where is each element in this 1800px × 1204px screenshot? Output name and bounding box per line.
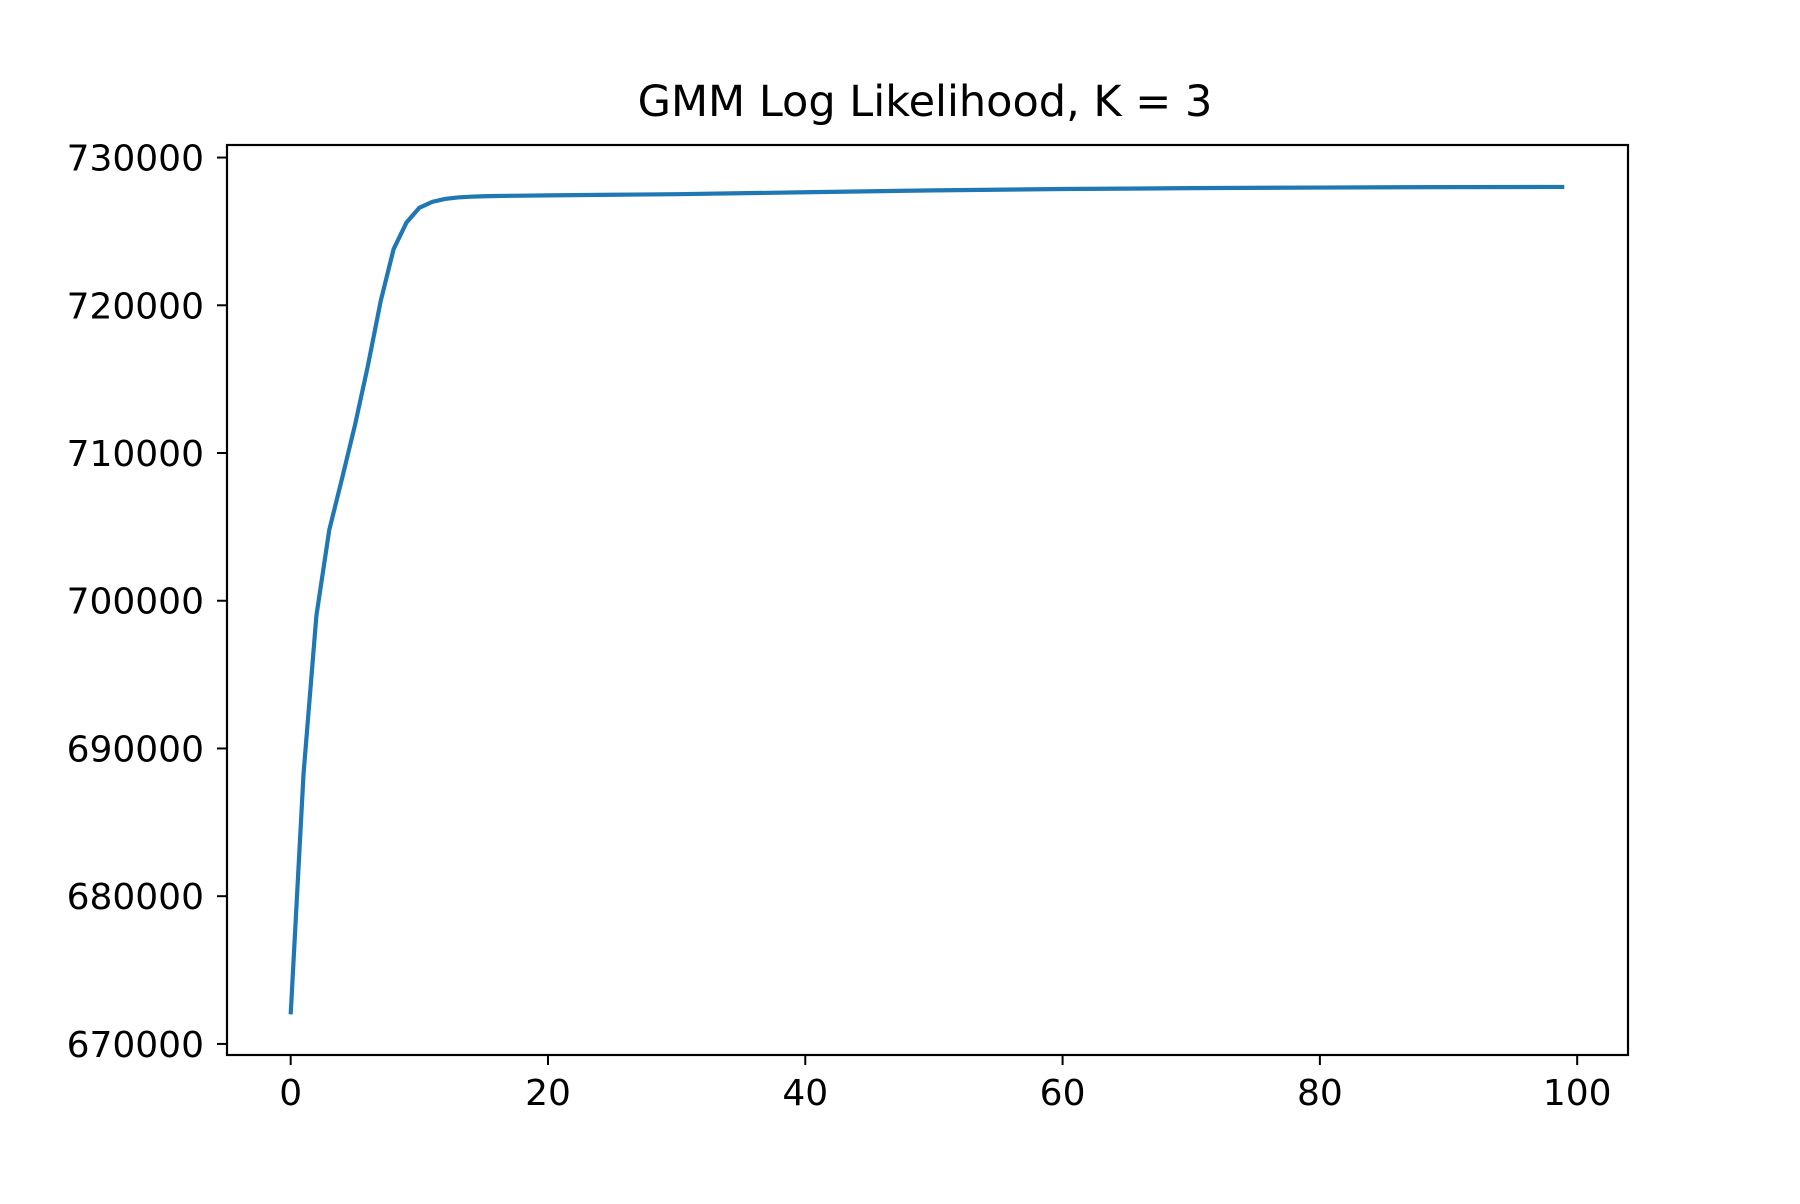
y-tick-label: 720000 (67, 286, 204, 327)
x-tick-label: 100 (1543, 1073, 1612, 1114)
y-tick-label: 710000 (67, 434, 204, 475)
y-tick-label: 680000 (67, 877, 204, 918)
y-tick-label: 690000 (67, 729, 204, 770)
x-tick-label: 40 (782, 1073, 828, 1114)
y-tick-label: 670000 (67, 1025, 204, 1066)
plot-area (288, 184, 1565, 1015)
series-line-0 (288, 184, 1565, 1015)
chart-title: GMM Log Likelihood, K = 3 (638, 77, 1213, 127)
x-tick-label: 80 (1297, 1073, 1343, 1114)
x-tick-label: 20 (525, 1073, 571, 1114)
axes: 0 20 40 60 80 100 670000 680000 690000 700000 7100… (67, 139, 1630, 1114)
x-tick-label: 60 (1040, 1073, 1086, 1114)
x-tick-label: 0 (279, 1073, 302, 1114)
y-tick-label: 700000 (67, 582, 204, 623)
y-tick-label: 730000 (67, 139, 204, 180)
